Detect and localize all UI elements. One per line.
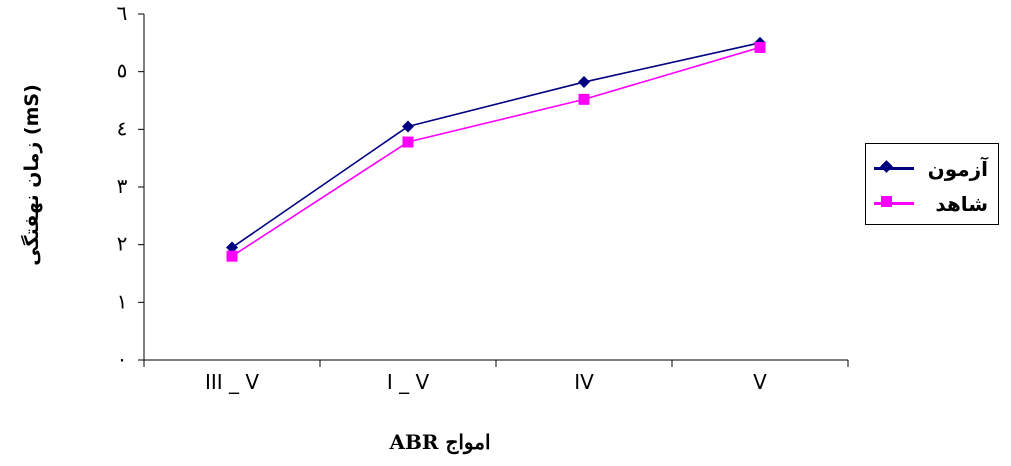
- legend-item-series-1: آزمون: [866, 153, 998, 185]
- y-tick-label: ۱: [117, 289, 128, 313]
- x-tick-label: I _ V: [387, 370, 430, 394]
- legend-label: شاهد: [935, 192, 988, 216]
- y-tick-label: ٤: [117, 116, 128, 140]
- legend-line-swatch: [874, 202, 914, 205]
- x-tick-label: IV: [574, 370, 594, 394]
- legend-diamond-marker: [880, 160, 893, 173]
- y-tick-label: ٦: [117, 1, 128, 25]
- y-tick-label: ۳: [117, 174, 128, 198]
- y-tick-label: ٥: [117, 59, 128, 83]
- data-point-diamond: [402, 120, 414, 133]
- legend: آزمون شاهد: [865, 143, 999, 225]
- x-tick-label: III _ V: [205, 370, 259, 394]
- data-point-square: [402, 136, 414, 148]
- data-point-square: [754, 41, 766, 53]
- y-tick-label: ۰: [117, 347, 128, 371]
- legend-line-swatch: [874, 167, 914, 170]
- data-point-diamond: [578, 76, 590, 89]
- series-1-line: [231, 42, 761, 249]
- x-axis-label: امواج ABR: [389, 430, 491, 454]
- y-tick-label: ۲: [117, 232, 128, 256]
- y-axis-label-container: زمان نهفتگی (mS): [20, 55, 44, 295]
- legend-square-marker: [881, 196, 892, 207]
- legend-item-series-2: شاهد: [866, 188, 998, 220]
- data-point-square: [226, 250, 238, 262]
- y-axis-label: زمان نهفتگی (mS): [21, 84, 43, 266]
- legend-label: آزمون: [927, 157, 988, 181]
- series-2-line: [231, 46, 761, 257]
- x-tick-label: V: [753, 370, 767, 394]
- data-point-square: [578, 93, 590, 105]
- data-point-diamond: [226, 241, 238, 254]
